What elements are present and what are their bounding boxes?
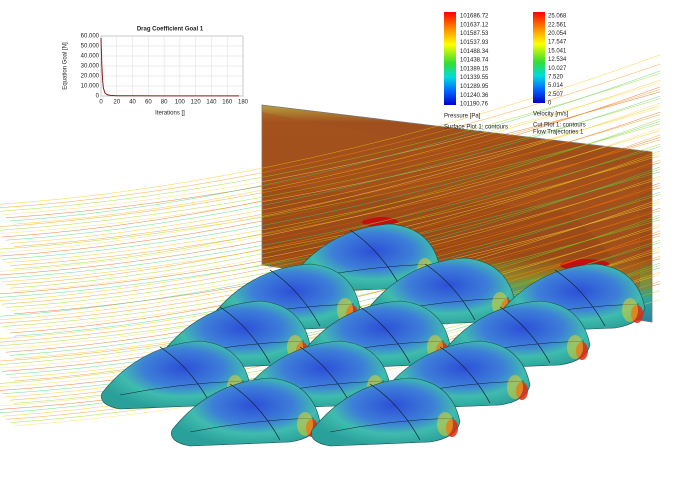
legend-label: 2.507 [548, 92, 564, 98]
legend-label: 101438.74 [460, 58, 489, 64]
flow-line [1, 155, 661, 283]
flow-line [0, 102, 661, 253]
x-tick-label: 120 [191, 100, 202, 106]
flow-line [1, 82, 661, 215]
legend-label: 22.561 [548, 22, 567, 28]
legend-label: 25.068 [548, 14, 567, 20]
legend-label: 101488.34 [460, 49, 489, 55]
y-axis-label: Equation Goal [N] [63, 42, 69, 90]
flow-line [5, 130, 661, 263]
flow-line [1, 86, 661, 238]
x-axis-label: Iterations [] [155, 111, 185, 117]
legend-label: 101637.12 [460, 22, 489, 28]
x-tick-label: 140 [206, 100, 217, 106]
legend-label: 12.534 [548, 57, 567, 63]
flow-scene [0, 54, 661, 447]
flow-line [5, 91, 661, 219]
legend-caption: Cut Plot 1: contours [533, 123, 586, 129]
legend-label: 10.027 [548, 66, 567, 72]
flow-line [0, 107, 661, 234]
flow-line [9, 139, 661, 267]
chart-title: Drag Coefficient Goal 1 [137, 27, 204, 33]
x-tick-label: 0 [99, 100, 103, 106]
flow-line [13, 114, 661, 247]
y-tick-label: 10.000 [81, 84, 100, 90]
mini-chart: Drag Coefficient Goal 1 Iterations [] Eq… [63, 27, 249, 117]
flow-line [0, 89, 661, 227]
flow-line [1, 121, 661, 260]
flow-line [13, 118, 661, 270]
legend-label: 101389.15 [460, 66, 489, 72]
x-tick-label: 20 [113, 100, 120, 106]
legend-label: 101537.93 [460, 40, 489, 46]
legend-unit: Pressure [Pa] [444, 114, 481, 120]
flow-line [0, 63, 661, 209]
x-tick-label: 180 [238, 100, 249, 106]
velocity-colorbar [533, 12, 545, 103]
legend-label: 17.547 [548, 40, 567, 46]
legend-label: 101339.55 [460, 75, 489, 81]
x-tick-label: 100 [175, 100, 186, 106]
legend-unit: Velocity [m/s] [533, 112, 569, 118]
legend-label: 101190.76 [460, 102, 489, 108]
flow-line [13, 79, 661, 225]
y-tick-label: 30.000 [81, 64, 100, 70]
flow-line [0, 137, 661, 276]
x-tick-label: 160 [222, 100, 233, 106]
y-tick-label: 20.000 [81, 74, 100, 80]
pressure-colorbar [444, 12, 456, 105]
flow-line [13, 153, 661, 292]
legend-caption: Surface Plot 1: contours [444, 125, 508, 131]
flow-line [0, 98, 661, 231]
flow-line [0, 54, 661, 205]
flow-line [0, 123, 661, 250]
series-line [100, 37, 240, 97]
flow-line [0, 127, 661, 272]
flow-line [5, 95, 661, 241]
legend-label: 101240.36 [460, 93, 489, 99]
x-tick-label: 60 [145, 100, 152, 106]
flow-line [5, 134, 661, 286]
x-tick-label: 80 [161, 100, 168, 106]
legend-label: 101289.95 [460, 84, 489, 90]
legend-caption: Flow Trajectories 1 [533, 130, 584, 136]
flow-line [0, 146, 661, 279]
flow-line [0, 73, 661, 212]
pressure-zone [262, 112, 640, 300]
y-tick-label: 40.000 [81, 54, 100, 60]
flow-line [9, 70, 661, 222]
flow-line [0, 111, 661, 257]
legend-label: 5.014 [548, 83, 564, 89]
flow-line [0, 162, 661, 295]
legend-label: 101686.72 [460, 14, 489, 20]
x-tick-label: 40 [129, 100, 136, 106]
y-tick-label: 60.000 [81, 34, 100, 40]
legend-label: 20.054 [548, 31, 567, 37]
legend-label: 0 [548, 101, 552, 107]
flow-line [9, 143, 661, 289]
flow-line [13, 230, 661, 382]
y-tick-label: 0 [96, 94, 100, 100]
flow-line [9, 105, 661, 244]
legend-label: 101587.53 [460, 31, 489, 37]
y-tick-label: 50.000 [81, 44, 100, 50]
legend-label: 15.041 [548, 48, 567, 54]
legend-label: 7.520 [548, 74, 564, 80]
